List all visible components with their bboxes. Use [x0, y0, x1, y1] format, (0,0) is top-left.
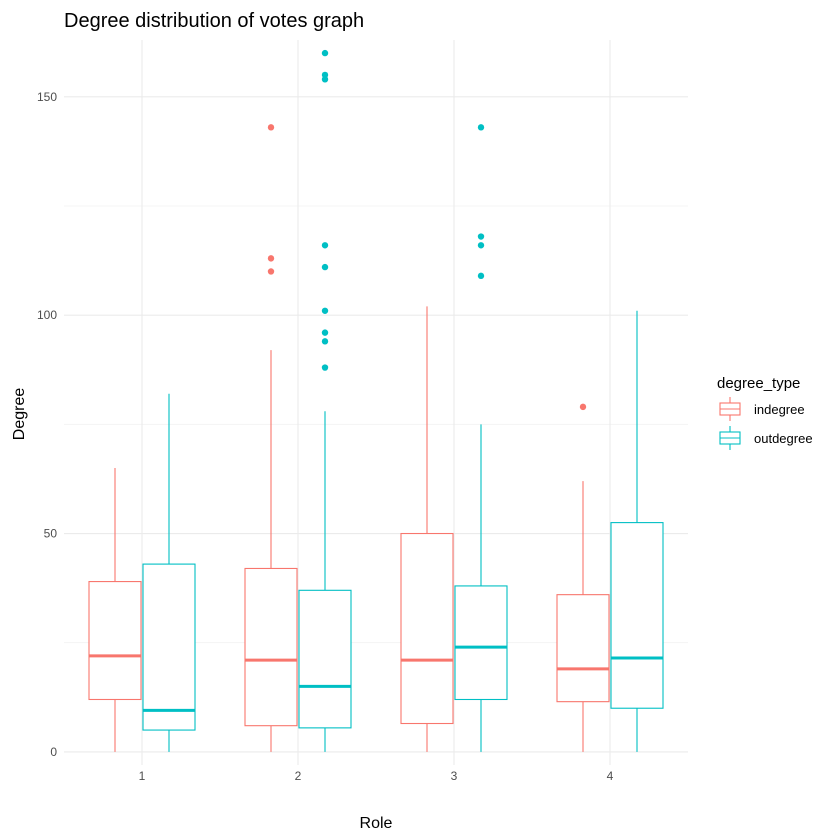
outlier-point [477, 242, 485, 249]
box-iqr [142, 563, 196, 731]
outlier-point [321, 338, 329, 345]
outlier-point [321, 263, 329, 271]
y-tick-label: 150 [37, 90, 57, 104]
outdegree-box-1 [142, 393, 196, 752]
indegree-box-2 [244, 124, 298, 752]
box-iqr [244, 567, 298, 727]
outlier-point [477, 233, 485, 240]
outlier-point [477, 272, 485, 280]
indegree-box-4 [556, 403, 610, 752]
outdegree-box-2 [298, 49, 352, 752]
outlier-point [321, 364, 329, 371]
box-iqr [400, 532, 454, 725]
box-iqr [454, 585, 508, 701]
box-iqr [610, 522, 664, 709]
box-iqr [298, 589, 352, 729]
outlier-point [321, 307, 329, 314]
outlier-point [321, 49, 329, 57]
outlier-point [267, 268, 275, 275]
y-tick-label: 100 [37, 308, 57, 322]
outlier-point [321, 242, 329, 249]
x-tick-label: 3 [451, 769, 458, 783]
box-iqr [88, 581, 142, 701]
outlier-point [579, 403, 587, 411]
grid [64, 40, 688, 765]
x-tick-label: 4 [607, 769, 614, 783]
y-tick-label: 0 [50, 745, 57, 759]
x-axis-ticks: 1 2 3 4 [139, 769, 614, 783]
x-tick-label: 1 [139, 769, 146, 783]
outlier-point [321, 329, 329, 336]
outlier-point [477, 124, 485, 131]
legend-title: degree_type [717, 375, 800, 392]
legend-label: indegree [754, 402, 805, 417]
outdegree-box-3 [454, 124, 508, 752]
legend-item-indegree: indegree [719, 397, 805, 421]
outlier-point [267, 255, 275, 262]
plot-area [88, 49, 664, 752]
outlier-point [321, 71, 329, 79]
legend: degree_type indegree outdegree [717, 375, 813, 450]
x-axis-title: Role [360, 815, 393, 832]
box-iqr [556, 594, 610, 703]
y-axis-title: Degree [11, 388, 28, 441]
legend-item-outdegree: outdegree [719, 426, 813, 450]
y-tick-label: 50 [44, 527, 58, 541]
chart-title: Degree distribution of votes graph [64, 10, 364, 32]
outlier-point [267, 124, 275, 131]
x-tick-label: 2 [295, 769, 302, 783]
y-axis-ticks: 0 50 100 150 [37, 90, 57, 759]
indegree-box-3 [400, 306, 454, 752]
outdegree-box-4 [610, 310, 664, 752]
legend-label: outdegree [754, 431, 813, 446]
indegree-box-1 [88, 468, 142, 752]
